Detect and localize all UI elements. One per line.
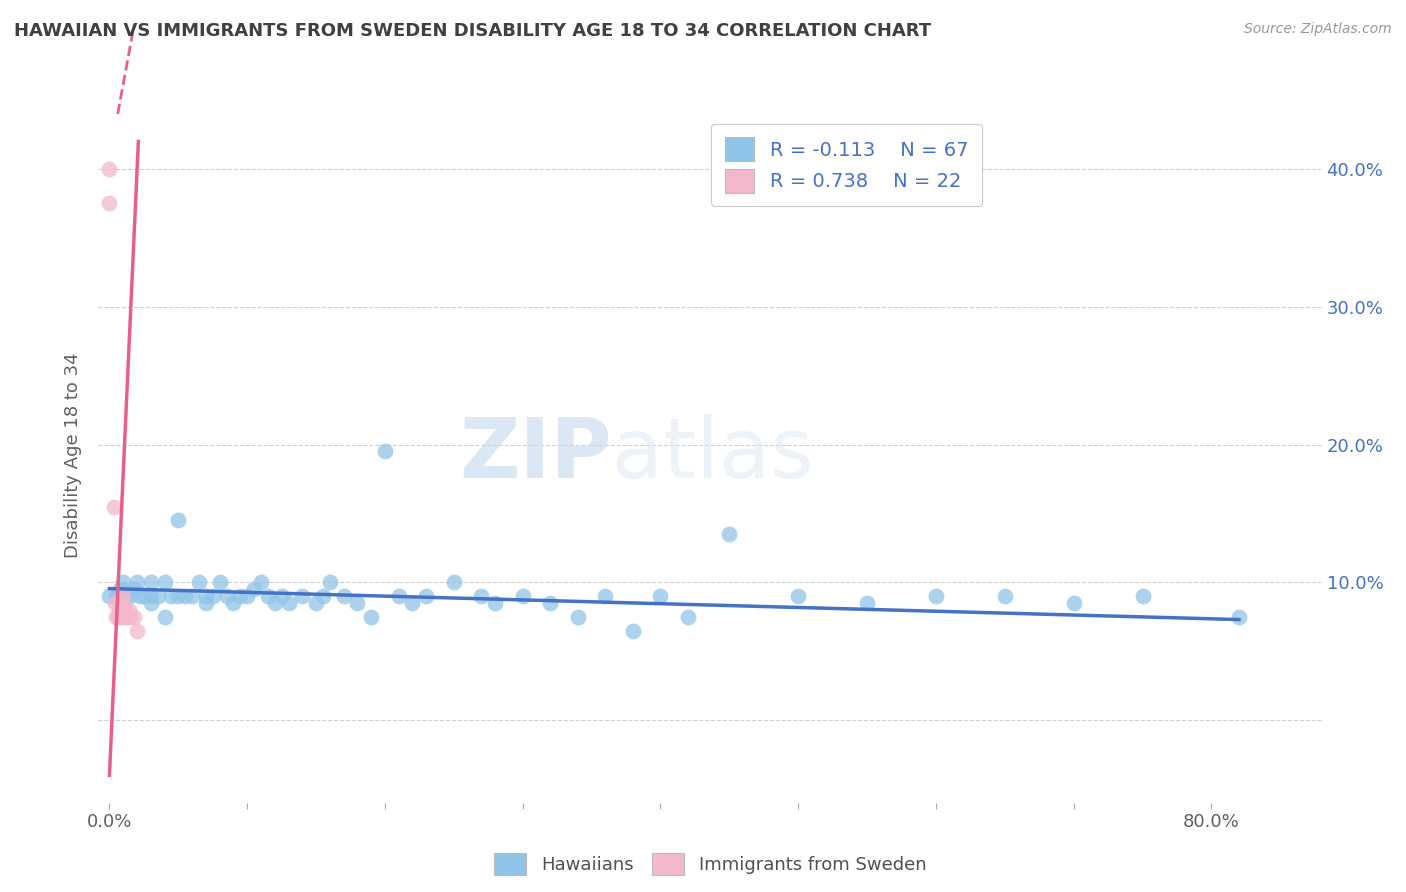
- Point: [115, 589, 138, 603]
- Point: [222, 596, 245, 610]
- Text: atlas: atlas: [612, 415, 814, 495]
- Point: [139, 589, 162, 603]
- Point: [512, 589, 534, 603]
- Point: [229, 589, 252, 603]
- Point: [153, 609, 176, 624]
- Point: [270, 589, 292, 603]
- Point: [360, 609, 382, 624]
- Point: [125, 575, 148, 590]
- Point: [277, 596, 299, 610]
- Point: [112, 596, 135, 610]
- Y-axis label: Disability Age 18 to 34: Disability Age 18 to 34: [65, 352, 83, 558]
- Point: [194, 589, 217, 603]
- Point: [401, 596, 423, 610]
- Point: [208, 575, 231, 590]
- Point: [305, 596, 328, 610]
- Point: [98, 589, 121, 603]
- Point: [160, 589, 183, 603]
- Point: [621, 624, 644, 638]
- Point: [470, 589, 492, 603]
- Point: [676, 609, 699, 624]
- Point: [443, 575, 465, 590]
- Point: [346, 596, 368, 610]
- Point: [388, 589, 411, 603]
- Point: [112, 575, 135, 590]
- Point: [374, 444, 396, 458]
- Point: [122, 582, 145, 597]
- Point: [925, 589, 948, 603]
- Point: [98, 196, 121, 211]
- Point: [181, 589, 204, 603]
- Point: [112, 582, 135, 597]
- Point: [201, 589, 224, 603]
- Point: [1227, 609, 1250, 624]
- Point: [856, 596, 879, 610]
- Point: [188, 575, 211, 590]
- Point: [112, 609, 135, 624]
- Point: [319, 575, 342, 590]
- Point: [257, 589, 280, 603]
- Point: [250, 575, 273, 590]
- Point: [415, 589, 437, 603]
- Point: [215, 589, 238, 603]
- Point: [112, 589, 135, 603]
- Point: [107, 609, 129, 624]
- Point: [132, 589, 155, 603]
- Point: [167, 589, 190, 603]
- Point: [117, 609, 139, 624]
- Point: [146, 589, 169, 603]
- Point: [243, 582, 266, 597]
- Point: [128, 589, 150, 603]
- Point: [718, 527, 741, 541]
- Point: [110, 582, 132, 597]
- Point: [139, 596, 162, 610]
- Point: [538, 596, 561, 610]
- Point: [312, 589, 335, 603]
- Point: [111, 609, 134, 624]
- Point: [1063, 596, 1085, 610]
- Point: [595, 589, 617, 603]
- Text: Source: ZipAtlas.com: Source: ZipAtlas.com: [1244, 22, 1392, 37]
- Point: [104, 596, 127, 610]
- Point: [139, 575, 162, 590]
- Point: [118, 603, 141, 617]
- Legend: Hawaiians, Immigrants from Sweden: Hawaiians, Immigrants from Sweden: [485, 844, 935, 884]
- Point: [174, 589, 197, 603]
- Point: [103, 500, 125, 514]
- Point: [114, 609, 136, 624]
- Point: [112, 603, 135, 617]
- Point: [108, 603, 131, 617]
- Point: [787, 589, 810, 603]
- Point: [120, 609, 142, 624]
- Point: [98, 162, 121, 177]
- Point: [111, 603, 134, 617]
- Point: [263, 596, 285, 610]
- Point: [332, 589, 354, 603]
- Point: [105, 589, 128, 603]
- Point: [105, 609, 128, 624]
- Point: [484, 596, 506, 610]
- Text: ZIP: ZIP: [460, 415, 612, 495]
- Point: [115, 603, 138, 617]
- Point: [1132, 589, 1154, 603]
- Point: [122, 609, 145, 624]
- Point: [291, 589, 314, 603]
- Point: [110, 609, 132, 624]
- Point: [112, 589, 135, 603]
- Point: [167, 513, 190, 527]
- Point: [110, 596, 132, 610]
- Text: HAWAIIAN VS IMMIGRANTS FROM SWEDEN DISABILITY AGE 18 TO 34 CORRELATION CHART: HAWAIIAN VS IMMIGRANTS FROM SWEDEN DISAB…: [14, 22, 931, 40]
- Point: [120, 589, 142, 603]
- Point: [125, 624, 148, 638]
- Point: [236, 589, 259, 603]
- Point: [650, 589, 672, 603]
- Point: [994, 589, 1017, 603]
- Point: [153, 575, 176, 590]
- Point: [194, 596, 217, 610]
- Point: [567, 609, 589, 624]
